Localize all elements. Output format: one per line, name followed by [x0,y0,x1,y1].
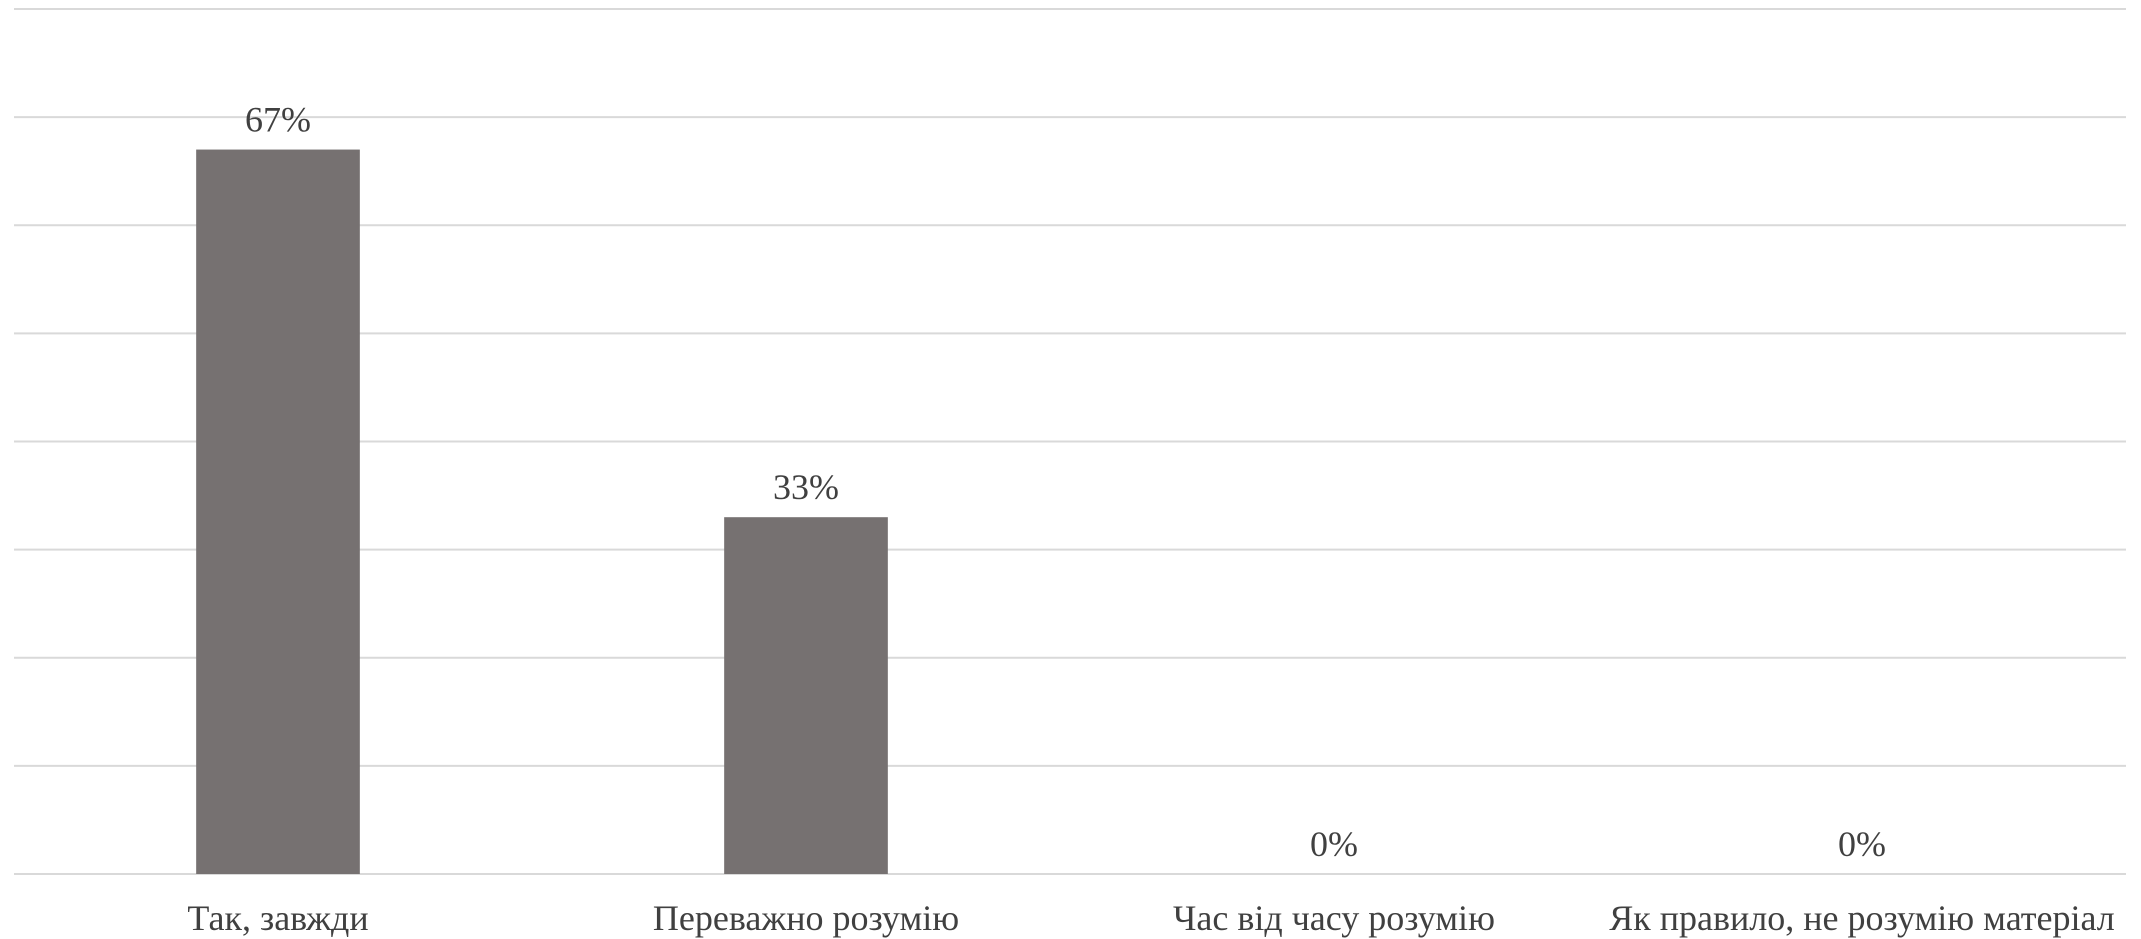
bar [724,517,888,874]
gridlines [14,8,2126,875]
category-label: Так, завжди [187,898,368,938]
category-label: Час від часу розумію [1173,898,1495,938]
bar [196,149,360,874]
data-label: 0% [1838,824,1886,864]
category-label: Переважно розумію [653,898,959,938]
bars [196,149,888,874]
data-label: 67% [245,100,311,140]
data-label: 0% [1310,824,1358,864]
data-labels: 67% 33% 0% 0% [245,100,1886,864]
category-labels: Так, завжди Переважно розумію Час від часу… [187,898,2114,938]
category-label: Як правило, не розумію матеріал [1609,898,2114,938]
data-label: 33% [773,467,839,507]
